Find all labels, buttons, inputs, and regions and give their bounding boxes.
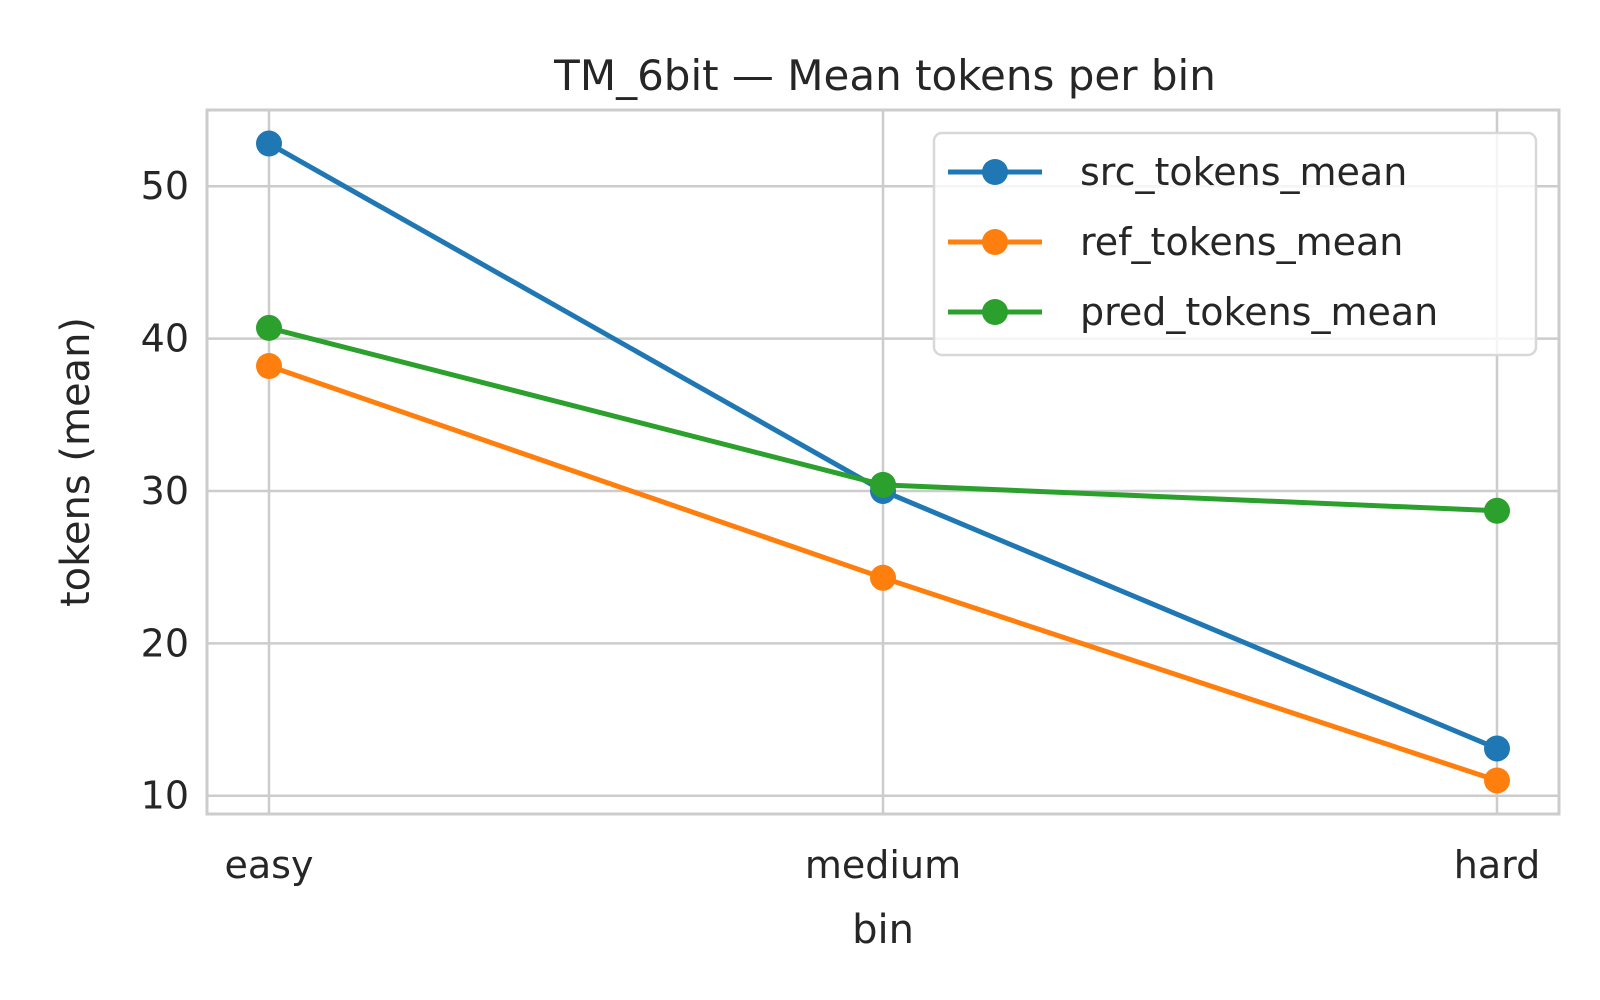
y-tick-label: 30 — [141, 469, 189, 513]
legend-label: ref_tokens_mean — [1080, 220, 1403, 264]
data-point — [256, 353, 282, 379]
legend-item: src_tokens_mean — [948, 150, 1407, 194]
x-tick-label: medium — [805, 843, 961, 887]
y-axis-ticks: 10 20 30 40 50 — [141, 164, 189, 818]
legend-marker — [982, 159, 1008, 185]
data-point — [870, 564, 896, 591]
y-tick-label: 50 — [141, 164, 189, 208]
legend: src_tokens_mean ref_tokens_mean pred_token… — [932, 131, 1538, 357]
legend-item: ref_tokens_mean — [948, 220, 1403, 264]
legend-box — [932, 131, 1538, 357]
x-axis-label: bin — [852, 907, 914, 953]
data-point — [256, 130, 282, 157]
data-point — [1484, 767, 1510, 794]
series-pred_tokens_mean — [256, 314, 1510, 524]
data-point — [1484, 735, 1510, 762]
data-point — [256, 314, 282, 341]
x-tick-label: hard — [1454, 843, 1540, 887]
y-axis-label: tokens (mean) — [53, 317, 99, 607]
data-point — [870, 471, 896, 498]
legend-marker — [982, 299, 1008, 325]
y-tick-label: 40 — [141, 317, 189, 361]
legend-marker — [982, 229, 1008, 255]
x-tick-label: easy — [225, 843, 314, 887]
y-tick-label: 10 — [141, 774, 189, 818]
x-axis-ticks: easy medium hard — [225, 843, 1541, 887]
legend-label: pred_tokens_mean — [1080, 290, 1438, 334]
legend-item: pred_tokens_mean — [948, 290, 1438, 334]
series — [256, 130, 1510, 794]
series-ref_tokens_mean — [256, 353, 1510, 794]
data-point — [1484, 497, 1510, 524]
y-tick-label: 20 — [141, 621, 189, 665]
plot-frame — [205, 108, 1561, 816]
chart-title: TM_6bit — Mean tokens per bin — [553, 51, 1216, 100]
legend-label: src_tokens_mean — [1080, 150, 1407, 194]
